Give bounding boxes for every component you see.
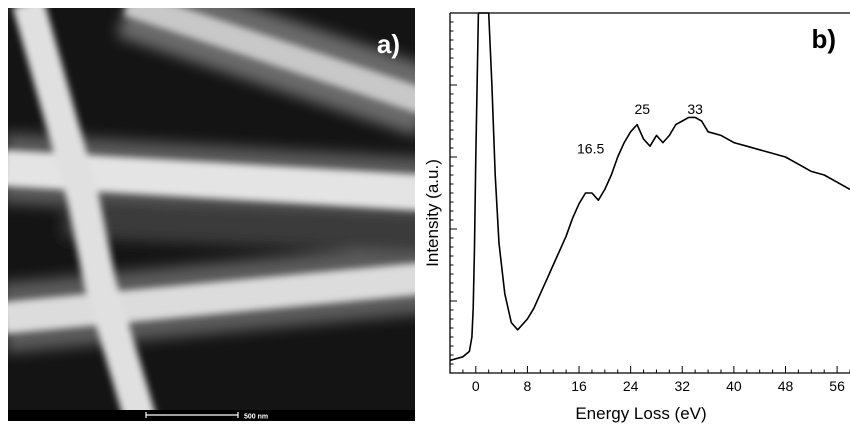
spectrum-line	[449, 12, 850, 362]
nanowire-lower-horizontal	[8, 263, 415, 334]
x-tick-label: 56	[829, 378, 845, 394]
x-tick-label: 16	[571, 378, 587, 394]
x-axis-tick-labels: 0 8 16 24 32 40 48 56	[472, 378, 845, 394]
x-tick-label: 48	[778, 378, 794, 394]
panel-b-label: b)	[811, 24, 836, 54]
peak-label: 33	[687, 101, 703, 117]
scale-bar	[145, 412, 239, 418]
x-tick-label: 24	[623, 378, 639, 394]
panel-a-label: a)	[377, 29, 400, 59]
eels-chart: 0 8 16 24 32 40 48 56 16.5 25 33 Energy Loss (eV)…	[423, 12, 850, 423]
nanowire-group	[8, 8, 415, 421]
y-axis-ticks	[450, 12, 457, 374]
peak-label: 25	[634, 101, 650, 117]
y-axis-title: Intensity (a.u.)	[423, 159, 442, 267]
x-tick-label: 32	[674, 378, 690, 394]
x-axis-ticks	[449, 366, 850, 373]
nanowire-vertical	[12, 8, 158, 421]
x-tick-label: 0	[472, 378, 480, 394]
x-tick-label: 40	[726, 378, 742, 394]
x-axis-title: Energy Loss (eV)	[575, 404, 706, 423]
sem-image-panel: a) 500 nm	[8, 8, 415, 421]
peak-label: 16.5	[577, 140, 604, 156]
scale-bar-label: 500 nm	[244, 414, 268, 421]
x-tick-label: 8	[524, 378, 532, 394]
nanowire-diagonal	[123, 8, 415, 113]
peak-annotations: 16.5 25 33	[577, 101, 703, 157]
